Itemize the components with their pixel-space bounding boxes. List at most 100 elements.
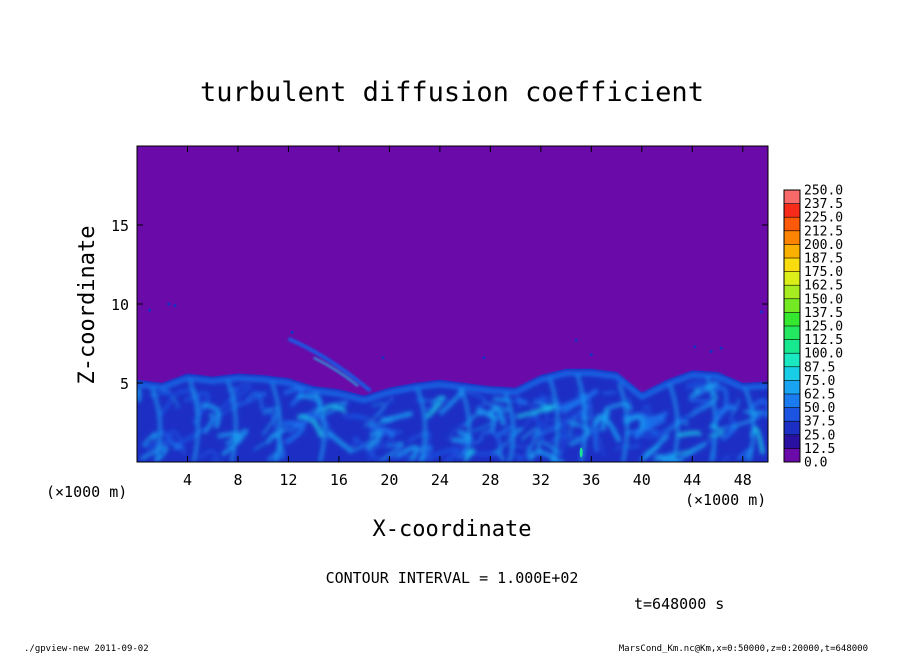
colorbar-swatch — [784, 339, 800, 354]
colorbar-label: 200.0 — [804, 238, 843, 253]
eddy-stroke — [234, 392, 268, 408]
colorbar-swatch — [784, 230, 800, 245]
plume-stroke — [415, 387, 427, 462]
eddy-stroke — [513, 453, 524, 462]
eddy-stroke — [282, 421, 306, 445]
filament-highlight — [313, 357, 359, 387]
colorbar-label: 162.5 — [804, 279, 843, 294]
colorbar-swatch — [784, 258, 800, 272]
x-tick-label: 28 — [481, 471, 499, 489]
x-tick-label: 36 — [582, 471, 600, 489]
eddy-stroke — [141, 431, 158, 447]
colorbar-label: 62.5 — [804, 388, 835, 403]
eddy-stroke — [716, 404, 733, 415]
plume-stroke — [314, 392, 326, 462]
colorbar-label: 25.0 — [804, 428, 835, 443]
plume-stroke — [270, 382, 282, 462]
colorbar-label: 50.0 — [804, 401, 835, 416]
eddy-stroke — [342, 413, 369, 421]
eddy-stroke — [688, 398, 711, 403]
chart-title: turbulent diffusion coefficient — [200, 77, 704, 108]
colorbar-label: 125.0 — [804, 320, 843, 335]
colorbar-label: 250.0 — [804, 184, 843, 199]
eddy-stroke — [640, 426, 658, 436]
eddy-stroke — [481, 430, 503, 455]
x-tick-label: 40 — [633, 471, 651, 489]
plume-stroke — [150, 387, 162, 462]
colorbar-swatch — [784, 366, 800, 381]
eddy-stroke — [326, 430, 353, 453]
eddy-stroke — [245, 391, 263, 410]
plume-stroke — [743, 388, 755, 462]
eddy-stroke — [641, 404, 651, 414]
colorbar-label: 187.5 — [804, 252, 843, 267]
eddy-stroke — [725, 416, 736, 430]
eddy-stroke — [217, 432, 242, 457]
speck — [148, 308, 152, 312]
eddy-stroke — [383, 441, 412, 462]
x-tick-label: 8 — [233, 471, 242, 489]
eddy-stroke — [406, 431, 432, 444]
colorbar-label: 112.5 — [804, 333, 843, 348]
contour-interval-text: CONTOUR INTERVAL = 1.000E+02 — [326, 569, 579, 587]
colorbar-swatch — [784, 285, 800, 300]
eddy-stroke — [283, 387, 304, 407]
eddy-stroke — [365, 430, 383, 452]
colorbar-swatch — [784, 298, 800, 313]
eddy-stroke — [199, 449, 219, 461]
eddy-stroke — [660, 455, 682, 462]
eddy-stroke — [445, 423, 463, 441]
colorbar-label: 100.0 — [804, 347, 843, 362]
eddy-stroke — [428, 398, 449, 404]
colorbar-label: 237.5 — [804, 197, 843, 212]
eddy-stroke — [262, 408, 278, 434]
y-tick-label: 10 — [111, 296, 129, 314]
colorbar-swatch — [784, 448, 800, 463]
x-tick-label: 4 — [183, 471, 192, 489]
plume-stroke — [548, 377, 560, 462]
eddy-stroke — [368, 424, 395, 440]
colorbar-label: 212.5 — [804, 224, 843, 239]
x-axis: 4 8 12 16 20 24 28 32 36 40 44 48 — [183, 146, 752, 489]
colorbar-swatch — [784, 203, 800, 218]
eddy-stroke — [679, 442, 707, 461]
colorbar-swatch — [784, 421, 800, 436]
turbulent-eddies — [137, 371, 768, 462]
eddy-stroke — [173, 427, 207, 448]
x-tick-label: 48 — [734, 471, 752, 489]
colorbar-label: 225.0 — [804, 211, 843, 226]
eddy-stroke — [391, 454, 403, 459]
boundary-edge — [137, 371, 768, 403]
y-tick-label: 5 — [120, 375, 129, 393]
colorbar-swatch — [784, 380, 800, 395]
colorbar-swatch — [784, 326, 800, 340]
eddy-stroke — [467, 450, 496, 456]
colorbar-swatch — [784, 271, 800, 286]
plume-stroke — [226, 380, 238, 462]
eddy-stroke — [677, 430, 702, 438]
colorbar-label: 0.0 — [804, 456, 827, 471]
colorbar-swatch — [784, 434, 800, 449]
filament-core — [287, 336, 372, 393]
colorbar-swatch — [784, 217, 800, 232]
x-tick-label: 32 — [532, 471, 550, 489]
colorbar-label: 37.5 — [804, 415, 835, 430]
plume-stroke — [504, 393, 516, 462]
colorbar-label: 12.5 — [804, 442, 835, 457]
eddy-stroke — [755, 400, 768, 421]
detached-filament — [287, 336, 372, 393]
eddy-stroke — [209, 458, 225, 462]
eddy-stroke — [381, 429, 403, 436]
eddy-stroke — [492, 397, 508, 402]
eddy-stroke — [317, 401, 348, 419]
x-unit-right-label: (×1000 m) — [685, 491, 766, 509]
eddy-stroke — [563, 434, 584, 441]
eddy-stroke — [625, 415, 666, 436]
eddy-stroke — [203, 412, 215, 434]
speck — [709, 349, 713, 353]
eddy-stroke — [495, 425, 513, 438]
speck — [482, 356, 486, 360]
speck — [381, 356, 385, 360]
colorbar-label: 137.5 — [804, 306, 843, 321]
